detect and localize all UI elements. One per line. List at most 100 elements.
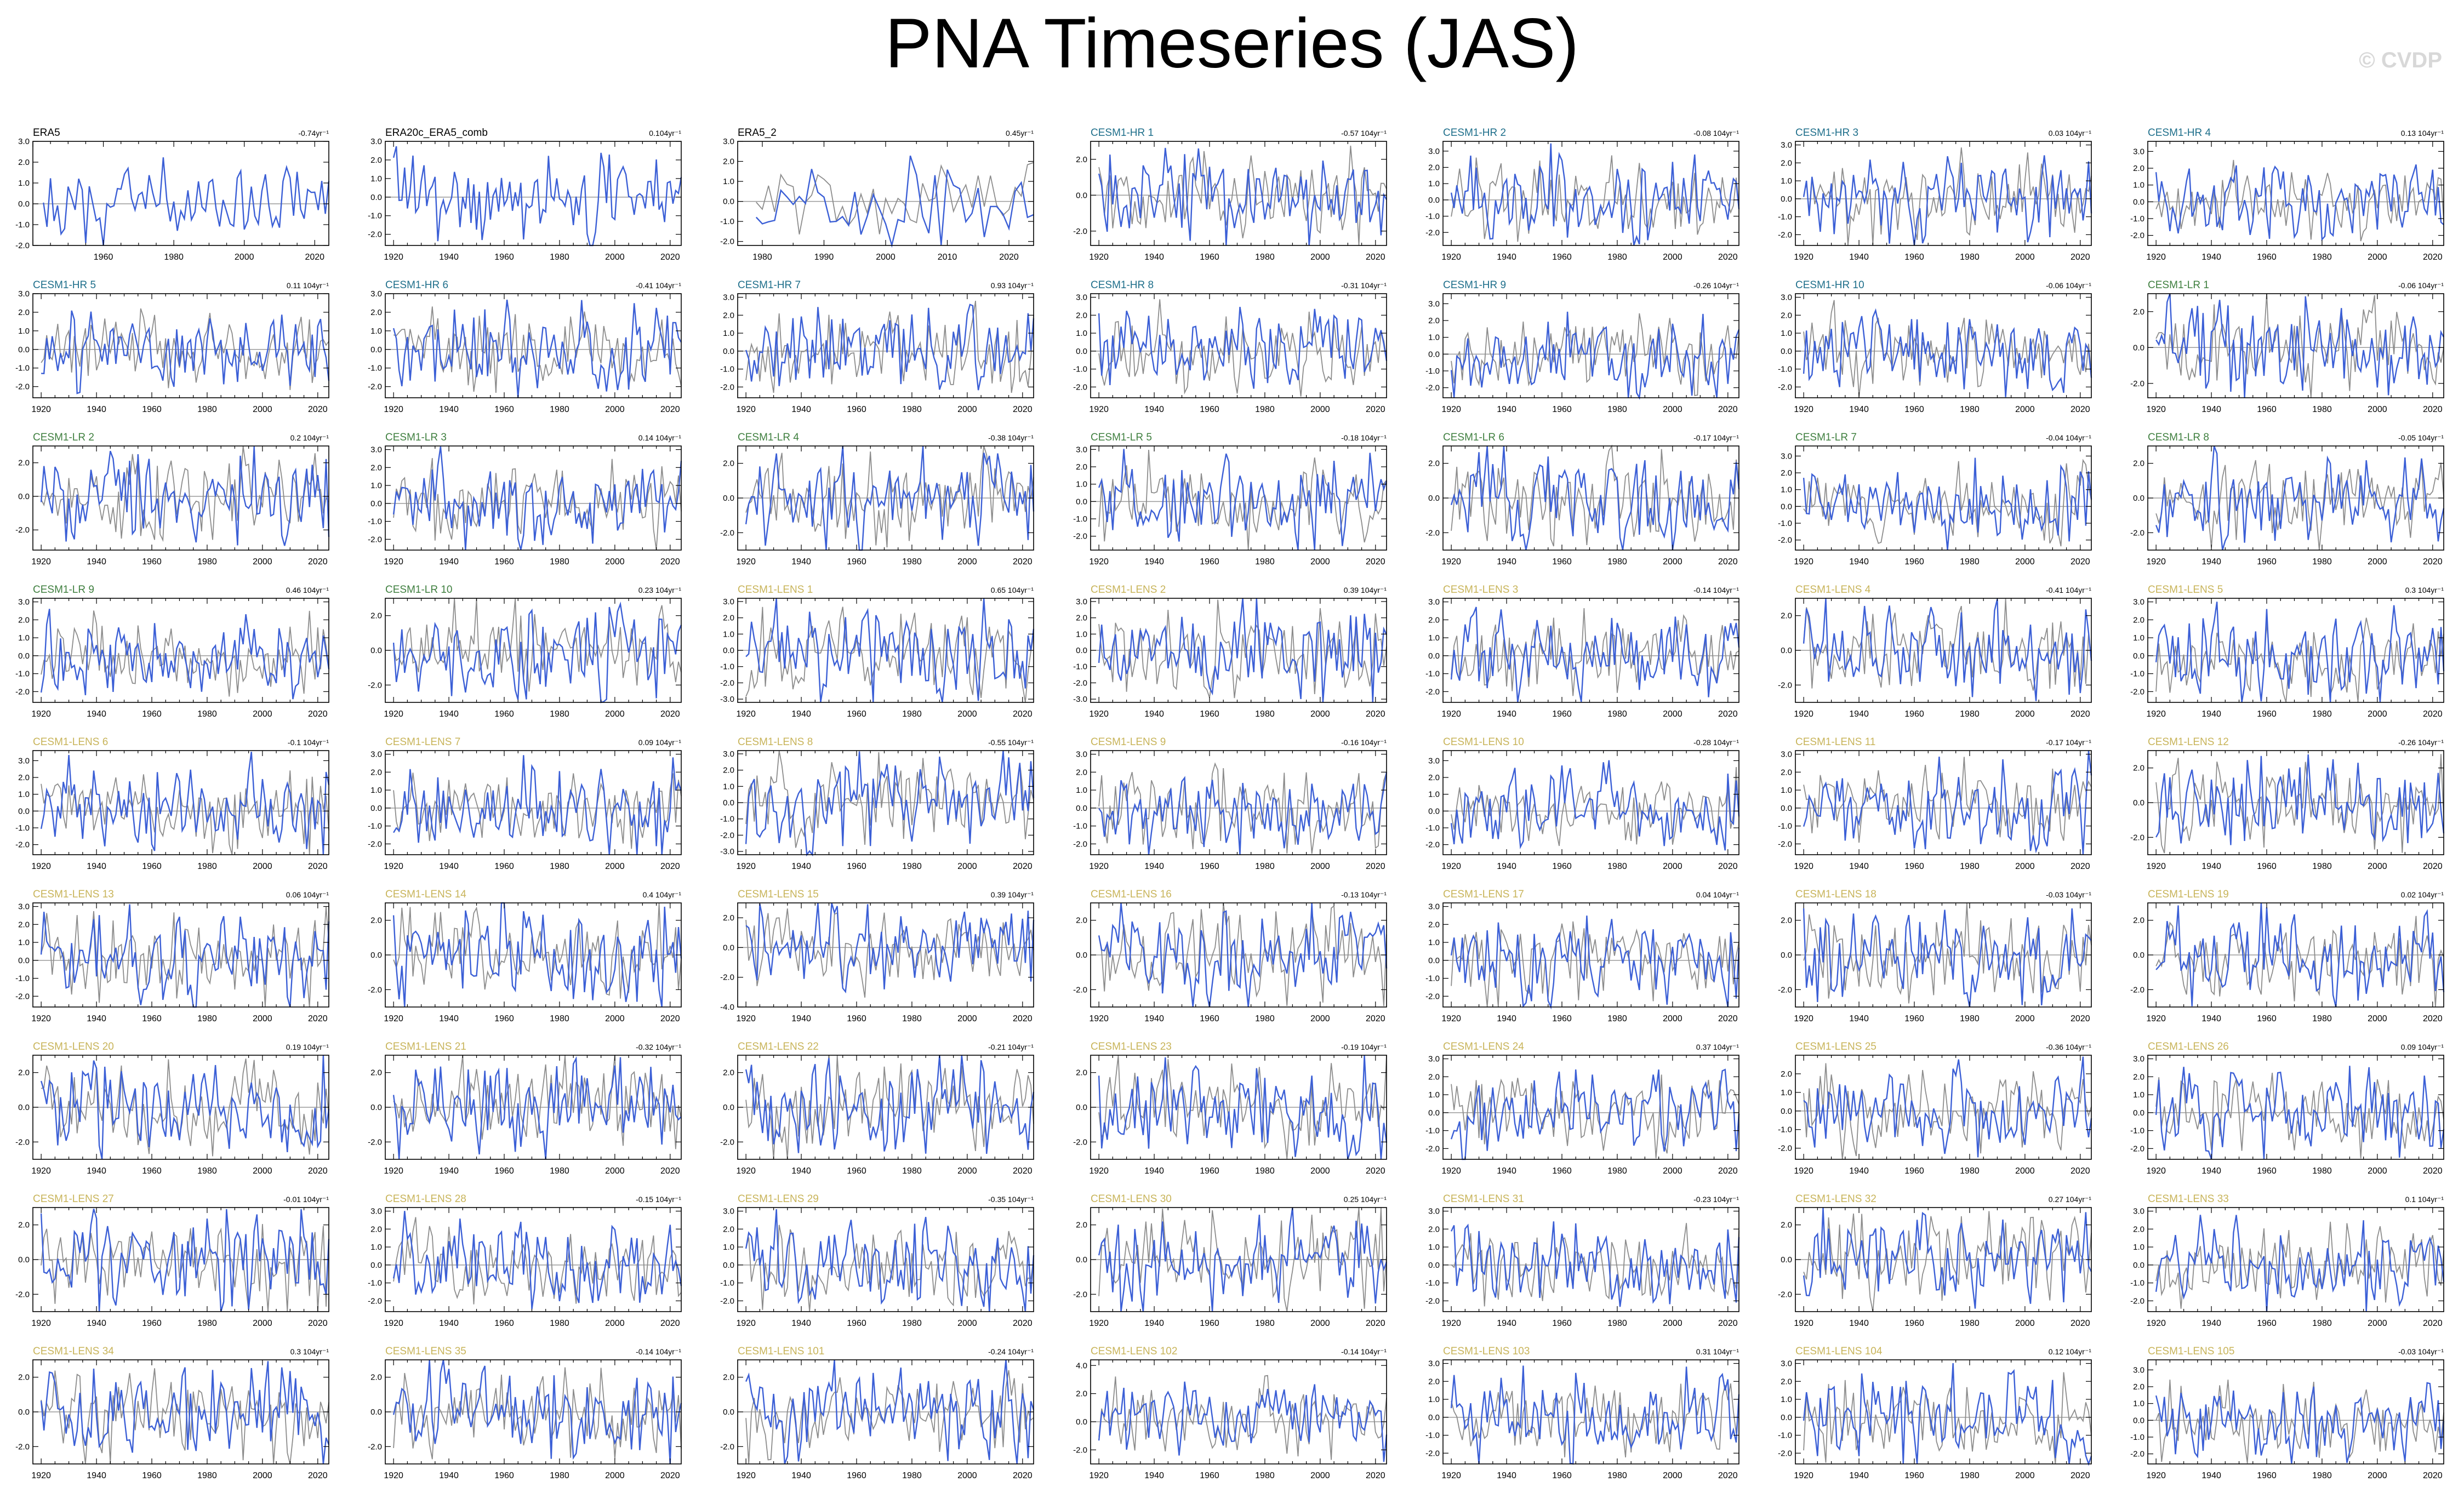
panel-frame — [32, 293, 329, 398]
y-tick-label: 0.0 — [370, 646, 382, 655]
y-tick-label: -2.0 — [720, 973, 734, 982]
timeseries-panel: CESM1-LENS 15 0.39 104yr⁻¹ 1920 1940 1960 198… — [720, 889, 1035, 1023]
pna-series-line — [2155, 164, 2444, 242]
y-tick-label: 1.0 — [370, 481, 382, 490]
timeseries-panel: CESM1-LR 4 -0.38 104yr⁻¹ 1920 1940 1960 1980 2… — [720, 432, 1035, 567]
x-tick-label: 1960 — [1904, 1319, 1924, 1328]
panel-frame — [1090, 750, 1387, 855]
x-tick-label: 1940 — [439, 405, 459, 414]
panel-title: CESM1-LENS 15 — [738, 889, 819, 900]
y-tick-label: 3.0 — [723, 293, 734, 302]
x-tick-label: 1920 — [2146, 1471, 2166, 1480]
x-tick-label: 1940 — [87, 1014, 106, 1023]
x-tick-label: 2020 — [308, 862, 328, 871]
x-tick-label: 1960 — [1200, 1014, 1219, 1023]
y-tick-label: 3.0 — [723, 597, 734, 607]
y-tick-label: 0.0 — [1781, 347, 1792, 356]
x-tick-label: 2000 — [1310, 862, 1330, 871]
y-tick-label: -2.0 — [368, 1442, 382, 1451]
timeseries-panel: CESM1-LENS 30 0.25 104yr⁻¹ 1920 1940 1960 198… — [1073, 1193, 1388, 1328]
x-tick-label: 1940 — [439, 862, 459, 871]
y-tick-label: 2.0 — [1781, 768, 1792, 777]
x-tick-label: 1980 — [2312, 862, 2332, 871]
x-tick-label: 1940 — [791, 710, 811, 719]
x-tick-label: 1980 — [902, 1014, 922, 1023]
timeseries-panel: CESM1-LENS 105 -0.03 104yr⁻¹ 1920 1940 1960 1… — [2130, 1346, 2445, 1480]
x-tick-label: 2020 — [1718, 253, 1738, 262]
y-tick-label: 0.0 — [723, 798, 734, 808]
y-tick-label: 0.0 — [370, 1408, 382, 1417]
y-tick-label: 0.0 — [18, 956, 30, 965]
x-tick-label: 1920 — [1794, 710, 1813, 719]
y-tick-label: 2.0 — [1428, 163, 1440, 173]
y-tick-label: 2.0 — [723, 1068, 734, 1078]
x-tick-label: 1920 — [2146, 405, 2166, 414]
timeseries-panel: ERA5 -0.74yr⁻¹ 1960 1980 2000 2020 3.0 2.0 1.0 0.… — [15, 127, 330, 262]
y-tick-label: -1.0 — [1073, 365, 1087, 374]
y-tick-label: -2.0 — [15, 840, 30, 850]
x-tick-label: 1960 — [1904, 1471, 1924, 1480]
y-tick-label: 4.0 — [1076, 1361, 1087, 1370]
timeseries-panel: CESM1-LENS 23 -0.19 104yr⁻¹ 1920 1940 1960 19… — [1073, 1041, 1388, 1176]
panel-title: CESM1-LENS 1 — [738, 584, 813, 596]
y-tick-label: 2.0 — [1428, 1377, 1440, 1386]
panel-title: CESM1-LENS 7 — [385, 736, 460, 748]
y-tick-label: -1.0 — [1425, 1279, 1440, 1288]
x-tick-label: 2020 — [660, 1471, 680, 1480]
panel-frame — [32, 598, 329, 703]
x-tick-label: 2020 — [1366, 1166, 1385, 1176]
x-tick-label: 2000 — [2368, 1166, 2387, 1176]
x-tick-label: 2000 — [1310, 405, 1330, 414]
x-tick-label: 1940 — [439, 1166, 459, 1176]
pna-series-line — [1803, 1363, 2092, 1466]
x-tick-label: 2020 — [1718, 1014, 1738, 1023]
x-tick-label: 1940 — [1849, 557, 1869, 567]
y-tick-label: -2.0 — [15, 1290, 30, 1299]
panel-trend: 0.14 104yr⁻¹ — [638, 433, 682, 442]
panel-frame — [1442, 902, 1739, 1008]
x-tick-label: 1940 — [87, 1319, 106, 1328]
panel-trend: -0.1 104yr⁻¹ — [288, 738, 329, 747]
reference-series-line — [745, 908, 1034, 998]
y-tick-label: 0.0 — [1781, 646, 1792, 655]
x-tick-label: 1920 — [1794, 557, 1813, 567]
y-tick-label: 1.0 — [723, 329, 734, 338]
y-tick-label: 3.0 — [1428, 598, 1440, 607]
y-tick-label: 3.0 — [1076, 445, 1087, 454]
panel-title: CESM1-LENS 27 — [33, 1193, 114, 1205]
x-tick-label: 2000 — [1310, 1471, 1330, 1480]
y-tick-label: 2.0 — [2133, 459, 2144, 468]
x-tick-label: 1980 — [550, 405, 569, 414]
x-tick-label: 1960 — [1552, 253, 1572, 262]
page-title: PNA Timeseries (JAS) — [885, 4, 1579, 83]
timeseries-panel: CESM1-HR 8 -0.31 104yr⁻¹ 1920 1940 1960 1980 2… — [1073, 279, 1388, 414]
y-tick-label: 2.0 — [18, 615, 30, 625]
x-tick-label: 1940 — [2201, 1166, 2221, 1176]
x-tick-label: 2000 — [2015, 1166, 2035, 1176]
x-tick-label: 2020 — [1718, 1319, 1738, 1328]
y-tick-label: -2.0 — [1778, 1290, 1792, 1299]
panel-trend: -0.14 104yr⁻¹ — [636, 1347, 681, 1356]
timeseries-panel: CESM1-HR 3 0.03 104yr⁻¹ 1920 1940 1960 1980 20… — [1778, 127, 2092, 262]
x-tick-label: 1980 — [2312, 1014, 2332, 1023]
x-tick-label: 2000 — [605, 1319, 625, 1328]
y-tick-label: 0.0 — [370, 804, 382, 813]
y-tick-label: 1.0 — [1428, 1395, 1440, 1404]
x-tick-label: 2000 — [605, 862, 625, 871]
y-tick-label: 0.0 — [1781, 951, 1792, 960]
x-tick-label: 1920 — [1089, 1471, 1109, 1480]
x-tick-label: 1980 — [902, 405, 922, 414]
x-tick-label: 1920 — [2146, 557, 2166, 567]
pna-series-line — [2155, 1382, 2445, 1464]
x-tick-label: 1980 — [550, 557, 569, 567]
y-tick-label: 3.0 — [370, 445, 382, 455]
y-tick-label: 0.0 — [2133, 651, 2144, 661]
watermark-logo: © CVDP — [2359, 48, 2442, 72]
timeseries-panel: CESM1-LENS 33 0.1 104yr⁻¹ 1920 1940 1960 1980… — [2130, 1193, 2445, 1328]
panel-title: CESM1-LENS 9 — [1091, 736, 1166, 748]
y-tick-label: -1.0 — [368, 822, 382, 831]
y-tick-label: -1.0 — [1425, 670, 1440, 679]
y-tick-label: 0.0 — [2133, 1416, 2144, 1425]
panel-title: CESM1-LENS 103 — [1443, 1346, 1530, 1357]
x-tick-label: 1920 — [1441, 1014, 1461, 1023]
